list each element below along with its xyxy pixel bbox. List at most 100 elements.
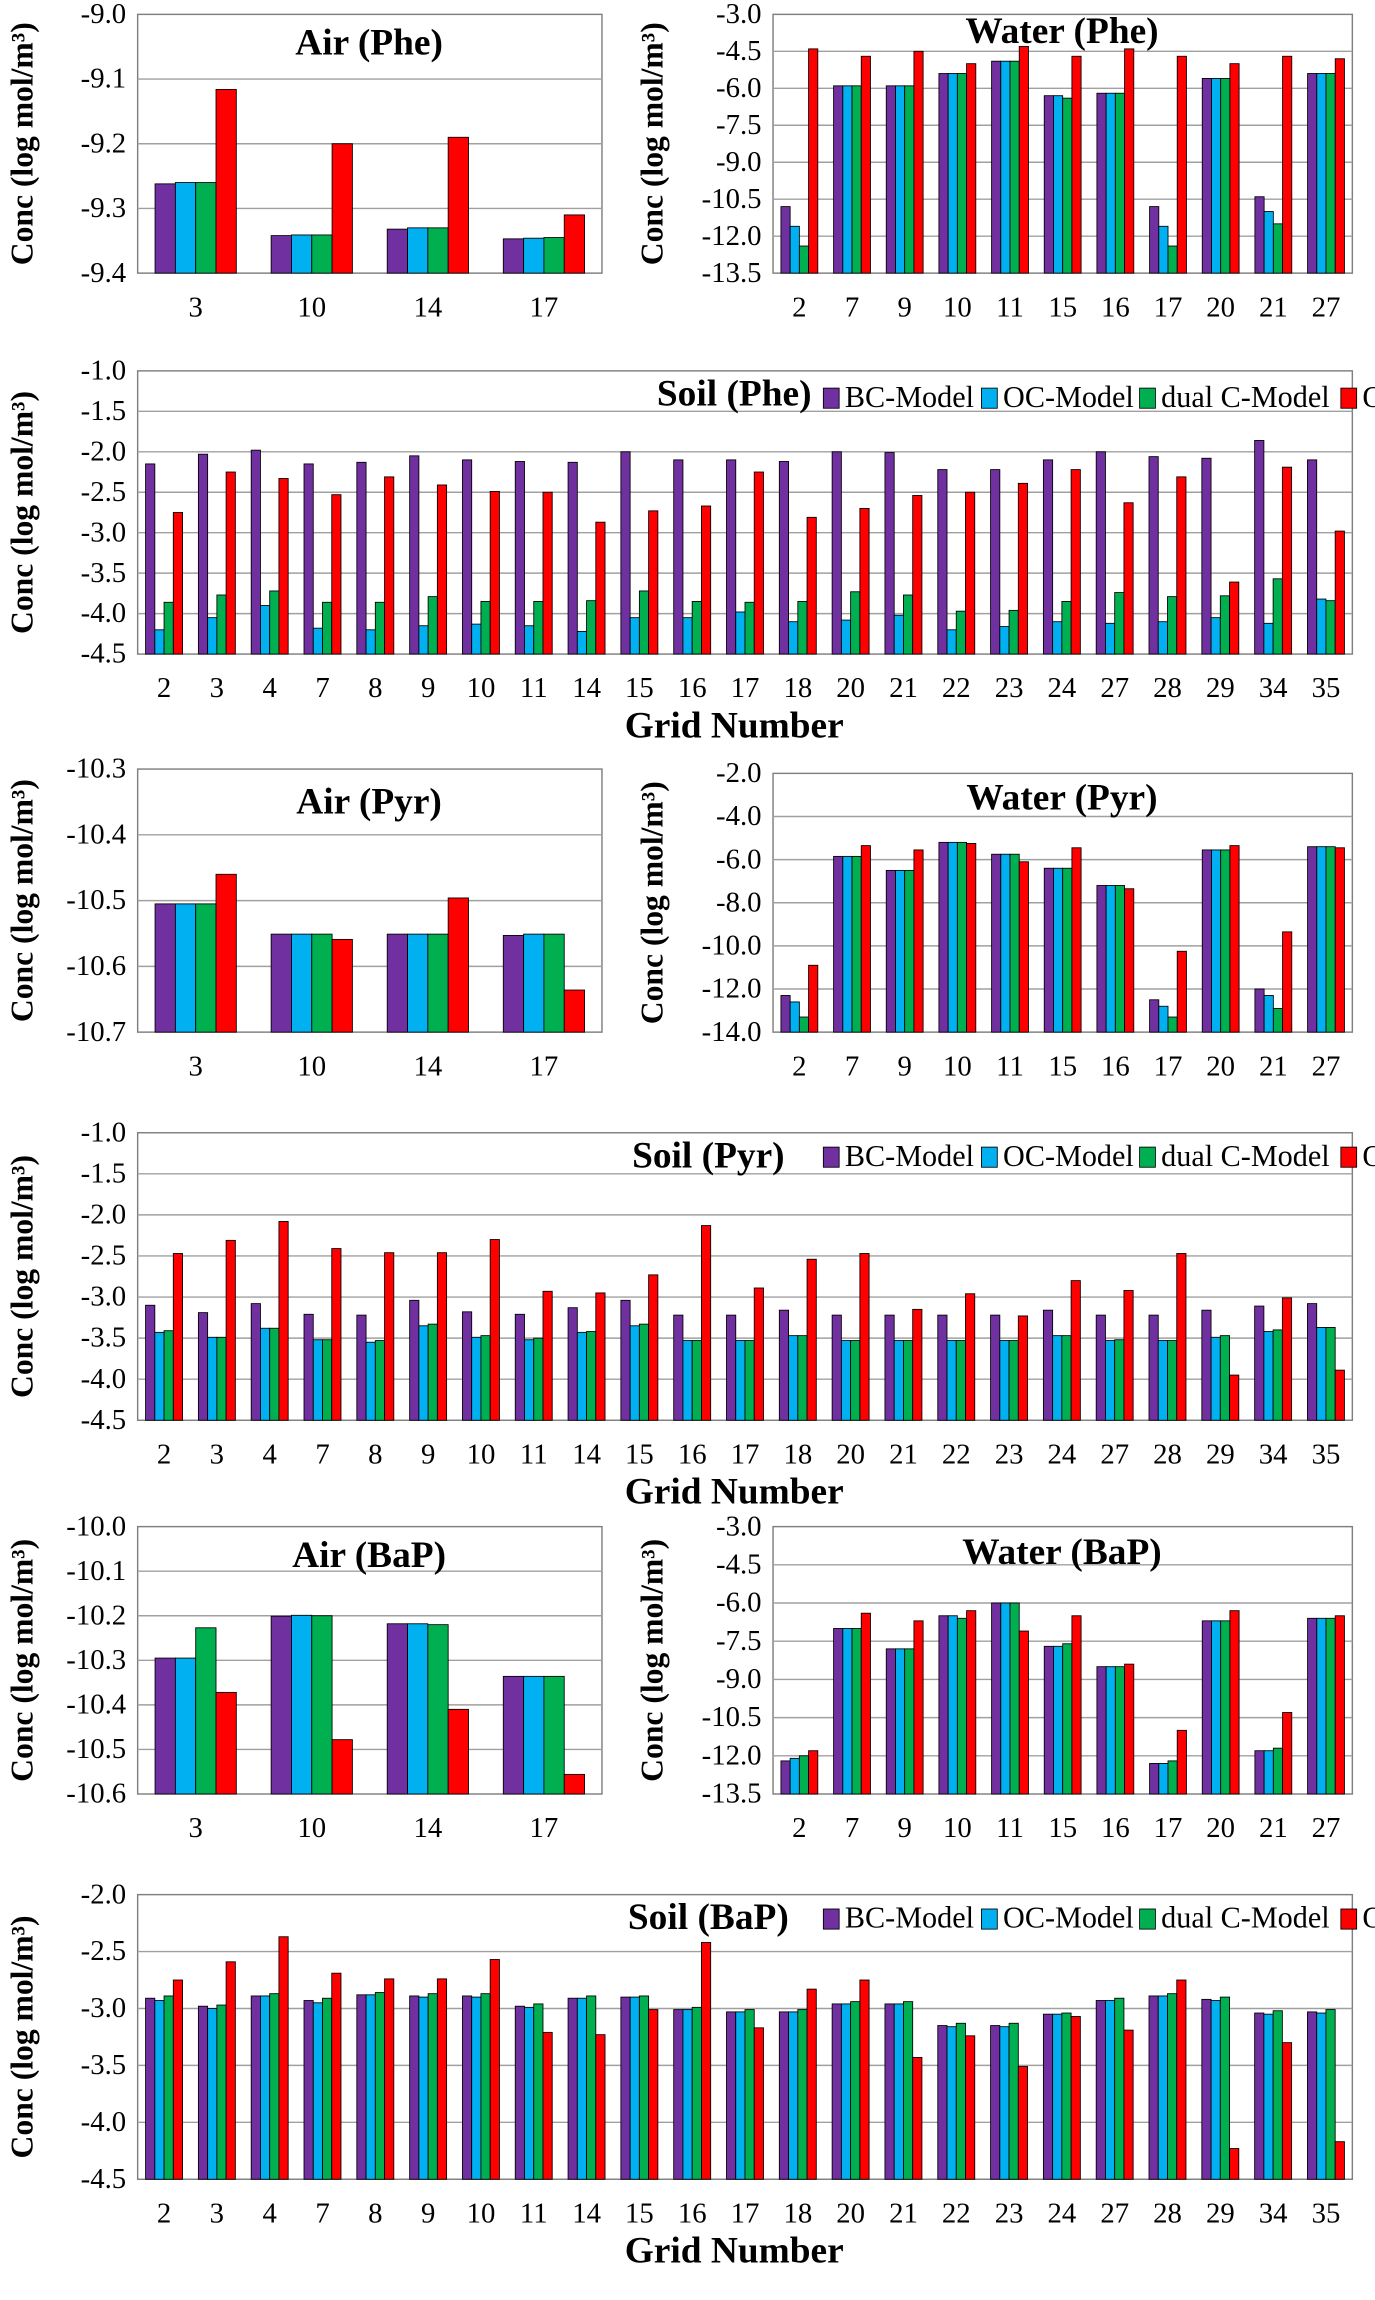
soil-bap-bar [1334, 2141, 1345, 2180]
water-pyr-bar [895, 869, 906, 1033]
soil-phe-bar [753, 471, 764, 655]
soil-phe-bar [788, 621, 799, 655]
soil-phe-legend-swatch [981, 387, 998, 409]
water-phe-x-tick-label: 21 [1259, 291, 1288, 323]
soil-phe-bar [903, 594, 914, 655]
water-pyr-bar [1105, 885, 1116, 1033]
soil-phe-bar [1254, 440, 1265, 655]
water-phe-y-tick-label: -4.5 [716, 35, 762, 67]
water-bap-bar [913, 1620, 924, 1795]
air-bap-bar [447, 1708, 469, 1795]
air-phe-bar [543, 237, 565, 274]
soil-phe-bar [216, 594, 227, 655]
water-phe-bar [851, 85, 862, 274]
water-pyr-bar [1211, 849, 1222, 1033]
air-bap-y-tick-label: -10.5 [66, 1733, 126, 1765]
water-bap-bar [842, 1628, 853, 1795]
soil-phe-bar [691, 601, 702, 655]
soil-phe-x-tick-label: 8 [368, 672, 382, 704]
soil-bap-bar [778, 2011, 790, 2180]
water-pyr-y-axis-label: Conc (log mol/m³) [634, 781, 669, 1024]
water-pyr-bar [1282, 931, 1293, 1033]
soil-phe-bar [735, 611, 746, 655]
soil-bap-bar [893, 2003, 904, 2180]
water-bap-x-tick-label: 17 [1154, 1812, 1183, 1844]
soil-phe-bar [409, 455, 420, 655]
soil-phe-bar [1123, 502, 1134, 655]
soil-pyr-bar [1095, 1314, 1106, 1421]
air-phe-y-tick-label: -9.1 [81, 63, 127, 95]
water-bap-bar [1053, 1645, 1064, 1795]
soil-bap-bar [1123, 2029, 1134, 2180]
soil-pyr-bar [1316, 1326, 1327, 1421]
soil-bap-legend-label: Observed [1362, 1901, 1375, 1935]
water-bap-y-tick-label: -3.0 [716, 1510, 762, 1542]
soil-pyr-bar [471, 1336, 482, 1421]
soil-pyr-x-tick-label: 11 [520, 1438, 548, 1470]
water-pyr-x-tick-label: 17 [1154, 1050, 1183, 1082]
water-pyr-bar [1167, 1016, 1178, 1033]
water-phe-bar [991, 60, 1002, 274]
water-bap-bar [991, 1602, 1002, 1795]
water-phe-bar [1149, 206, 1160, 274]
soil-pyr-bar [903, 1340, 914, 1421]
soil-bap-y-tick-label: -4.0 [81, 2106, 127, 2138]
water-bap-title: Water (BaP) [962, 1532, 1162, 1573]
water-pyr-y-tick-label: -6.0 [716, 843, 762, 875]
soil-pyr-bar [374, 1340, 385, 1421]
soil-phe-legend-label: BC-Model [845, 380, 974, 414]
water-bap-bar [966, 1610, 977, 1795]
water-bap-bar [1211, 1620, 1222, 1795]
water-bap-x-tick-label: 21 [1259, 1812, 1288, 1844]
soil-bap-x-tick-label: 23 [995, 2197, 1024, 2229]
soil-phe-bar [260, 605, 271, 655]
water-pyr-y-tick-label: -10.0 [702, 930, 762, 962]
soil-bap-x-tick-label: 14 [572, 2197, 601, 2229]
soil-pyr-bar [682, 1340, 693, 1421]
water-pyr-bar [1307, 846, 1318, 1033]
soil-bap-x-tick-label: 22 [942, 2197, 971, 2229]
air-pyr-bar [215, 873, 237, 1033]
soil-bap-bar [797, 2009, 808, 2180]
soil-bap-bar [1325, 2009, 1336, 2180]
water-pyr-y-tick-label: -8.0 [716, 886, 762, 918]
water-pyr-x-tick-label: 2 [792, 1050, 806, 1082]
soil-pyr-legend-swatch [1340, 1146, 1358, 1168]
soil-phe-legend-label: dual C-Model [1161, 380, 1329, 414]
soil-phe-bar [462, 459, 473, 655]
soil-phe-bar [831, 451, 842, 655]
soil-pyr-bar [1325, 1326, 1336, 1421]
soil-phe-bar [533, 601, 544, 655]
soil-phe-y-tick-label: -1.5 [81, 395, 127, 427]
soil-phe-bar [744, 601, 755, 655]
soil-pyr-bar [1229, 1374, 1240, 1421]
soil-phe-x-tick-label: 35 [1312, 672, 1341, 704]
soil-phe-bar [225, 471, 236, 655]
soil-phe-bar [999, 626, 1010, 655]
water-phe-bar [789, 225, 800, 274]
soil-bap-bar [965, 2035, 976, 2180]
soil-phe-x-tick-label: 20 [836, 672, 865, 704]
water-phe-bar [860, 55, 871, 274]
air-bap-bar [195, 1627, 217, 1795]
soil-phe-bar [700, 505, 712, 655]
soil-pyr-bar [1334, 1369, 1345, 1421]
soil-pyr-bar [735, 1340, 746, 1421]
soil-pyr-bar [303, 1313, 314, 1421]
soil-phe-y-tick-label: -3.5 [81, 557, 127, 589]
soil-phe-bar [937, 469, 948, 655]
soil-phe-bar [595, 521, 606, 655]
water-pyr-bar [1053, 867, 1064, 1033]
soil-pyr-x-tick-label: 10 [467, 1438, 496, 1470]
soil-pyr-legend-label: Observed [1362, 1139, 1375, 1173]
soil-pyr-x-tick-label: 27 [1100, 1438, 1129, 1470]
soil-phe-bar [990, 469, 1001, 655]
soil-pyr-bar [1148, 1314, 1159, 1421]
soil-pyr-bar [567, 1307, 578, 1421]
water-pyr-bar [798, 1016, 810, 1033]
soil-bap-bar [620, 1996, 631, 2180]
water-bap-y-tick-label: -12.0 [702, 1739, 762, 1771]
soil-phe-bar [1176, 476, 1187, 655]
soil-pyr-x-axis-label: Grid Number [625, 1472, 844, 1513]
water-bap-bar [780, 1760, 791, 1795]
